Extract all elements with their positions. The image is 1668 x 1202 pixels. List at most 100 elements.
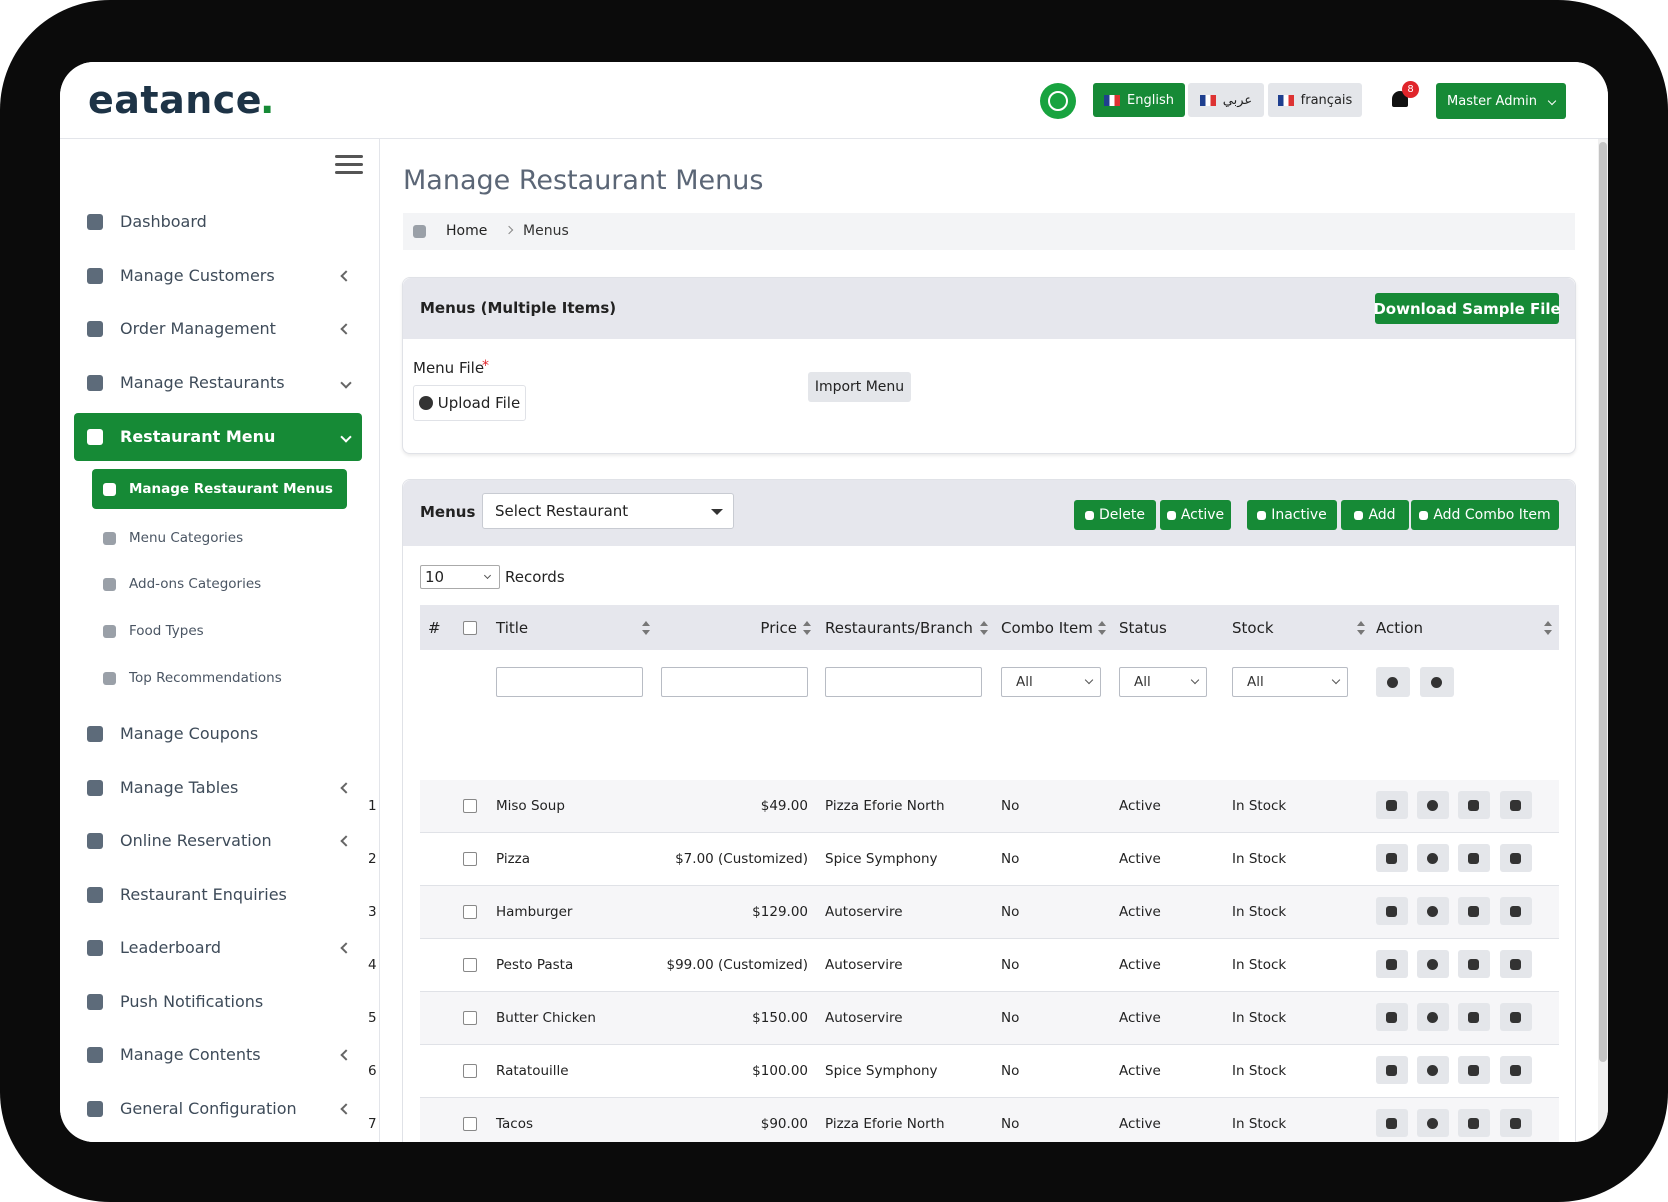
- action-button[interactable]: Active: [1160, 500, 1231, 530]
- restaurant-select[interactable]: Select Restaurant: [482, 493, 734, 529]
- row-action-button[interactable]: [1458, 844, 1490, 872]
- checkbox[interactable]: [463, 905, 477, 919]
- cell-price: $129.00: [752, 904, 808, 920]
- sidebar-item[interactable]: Manage Restaurants: [120, 373, 285, 392]
- language-button[interactable]: عربي: [1188, 83, 1264, 117]
- row-number: 6: [368, 1063, 377, 1079]
- filter-button[interactable]: [1376, 667, 1410, 697]
- row-action-button[interactable]: [1458, 1003, 1490, 1031]
- icon: [1386, 905, 1397, 917]
- checkbox[interactable]: [463, 958, 477, 972]
- scrollbar-thumb[interactable]: [1599, 142, 1607, 1062]
- filter-select[interactable]: All: [1001, 667, 1101, 697]
- row-action-button[interactable]: [1376, 844, 1408, 872]
- language-button[interactable]: English: [1093, 83, 1185, 117]
- cell-price: $49.00: [760, 798, 808, 814]
- button-label: Upload File: [437, 394, 521, 412]
- whatsapp-button[interactable]: [1040, 83, 1076, 119]
- icon: [1468, 799, 1479, 811]
- checkbox[interactable]: [463, 852, 477, 866]
- row-action-button[interactable]: [1500, 1003, 1532, 1031]
- row-action-button[interactable]: [1376, 897, 1408, 925]
- sidebar-item[interactable]: Restaurant Menu: [120, 427, 276, 446]
- row-action-button[interactable]: [1417, 1056, 1449, 1084]
- upload-button[interactable]: Upload File: [413, 385, 526, 421]
- sidebar-subitem[interactable]: Menu Categories: [129, 530, 244, 546]
- icon: [1510, 905, 1521, 917]
- icon: [1510, 958, 1521, 970]
- column-header: Stock: [1232, 619, 1274, 637]
- user-menu[interactable]: Master Admin: [1436, 83, 1566, 119]
- row-action-button[interactable]: [1376, 1003, 1408, 1031]
- filter-select[interactable]: All: [1232, 667, 1348, 697]
- sidebar-item[interactable]: Manage Coupons: [120, 724, 259, 743]
- action-button[interactable]: Add Combo Item: [1411, 500, 1559, 530]
- row-action-button[interactable]: [1417, 950, 1449, 978]
- import-button[interactable]: Import Menu: [808, 372, 911, 402]
- row-action-button[interactable]: [1500, 1056, 1532, 1084]
- cell-price: $99.00 (Customized): [666, 957, 809, 973]
- filter-input[interactable]: [825, 667, 982, 697]
- icon: [1468, 1117, 1479, 1129]
- row-action-button[interactable]: [1500, 791, 1532, 819]
- sidebar-subitem-active[interactable]: [92, 469, 347, 509]
- row-action-button[interactable]: [1376, 791, 1408, 819]
- menu-toggle[interactable]: [335, 155, 363, 177]
- row-action-button[interactable]: [1417, 844, 1449, 872]
- checkbox[interactable]: [463, 799, 477, 813]
- row-action-button[interactable]: [1376, 1056, 1408, 1084]
- icon: [1387, 676, 1398, 688]
- sidebar-item[interactable]: Leaderboard: [120, 938, 222, 957]
- sidebar-item[interactable]: Restaurant Enquiries: [120, 885, 287, 904]
- action-button[interactable]: Add: [1341, 500, 1409, 530]
- icon: [103, 671, 116, 685]
- action-button[interactable]: Delete: [1074, 500, 1156, 530]
- filter-input[interactable]: [661, 667, 808, 697]
- checkbox[interactable]: [463, 1011, 477, 1025]
- row-action-button[interactable]: [1500, 844, 1532, 872]
- sidebar-item[interactable]: Online Reservation: [120, 831, 272, 850]
- sidebar-item[interactable]: Manage Tables: [120, 778, 239, 797]
- sidebar-subitem[interactable]: Top Recommendations: [129, 670, 282, 686]
- sidebar-item[interactable]: Order Management: [120, 319, 276, 338]
- row-action-button[interactable]: [1417, 1003, 1449, 1031]
- cell: Spice Symphony: [825, 851, 938, 867]
- checkbox[interactable]: [463, 1064, 477, 1078]
- sidebar-item[interactable]: Push Notifications: [120, 992, 264, 1011]
- breadcrumb-item[interactable]: Home: [446, 223, 488, 239]
- select-value: All: [1016, 674, 1033, 690]
- row-action-button[interactable]: [1500, 1109, 1532, 1137]
- sidebar-item-active[interactable]: [74, 413, 362, 461]
- filter-input[interactable]: [496, 667, 643, 697]
- row-action-button[interactable]: [1500, 897, 1532, 925]
- language-button[interactable]: français: [1268, 83, 1362, 117]
- row-action-button[interactable]: [1500, 950, 1532, 978]
- sidebar-subitem[interactable]: Add-ons Categories: [129, 576, 262, 592]
- row-action-button[interactable]: [1417, 791, 1449, 819]
- row-action-button[interactable]: [1458, 1109, 1490, 1137]
- row-action-button[interactable]: [1458, 897, 1490, 925]
- sidebar-subitem[interactable]: Manage Restaurant Menus: [129, 481, 333, 497]
- row-action-button[interactable]: [1376, 1109, 1408, 1137]
- row-action-button[interactable]: [1376, 950, 1408, 978]
- action-button[interactable]: Inactive: [1247, 500, 1337, 530]
- checkbox[interactable]: [463, 1117, 477, 1131]
- sidebar-item[interactable]: Manage Customers: [120, 266, 275, 285]
- icon: [418, 396, 433, 410]
- row-action-button[interactable]: [1417, 897, 1449, 925]
- row-action-button[interactable]: [1458, 950, 1490, 978]
- sidebar-item[interactable]: General Configuration: [120, 1099, 297, 1118]
- row-action-button[interactable]: [1417, 1109, 1449, 1137]
- table-row: [420, 780, 1559, 833]
- filter-select[interactable]: All: [1119, 667, 1207, 697]
- page-size-select[interactable]: 10: [420, 565, 500, 589]
- sidebar-item[interactable]: Manage Contents: [120, 1045, 261, 1064]
- download-button[interactable]: Download Sample File: [1373, 293, 1561, 324]
- filter-button[interactable]: [1420, 667, 1454, 697]
- row-action-button[interactable]: [1458, 1056, 1490, 1084]
- sidebar-item[interactable]: Dashboard: [120, 212, 207, 231]
- checkbox[interactable]: [463, 621, 477, 635]
- notification-bell[interactable]: 8: [1390, 81, 1419, 111]
- row-action-button[interactable]: [1458, 791, 1490, 819]
- sidebar-subitem[interactable]: Food Types: [129, 623, 204, 639]
